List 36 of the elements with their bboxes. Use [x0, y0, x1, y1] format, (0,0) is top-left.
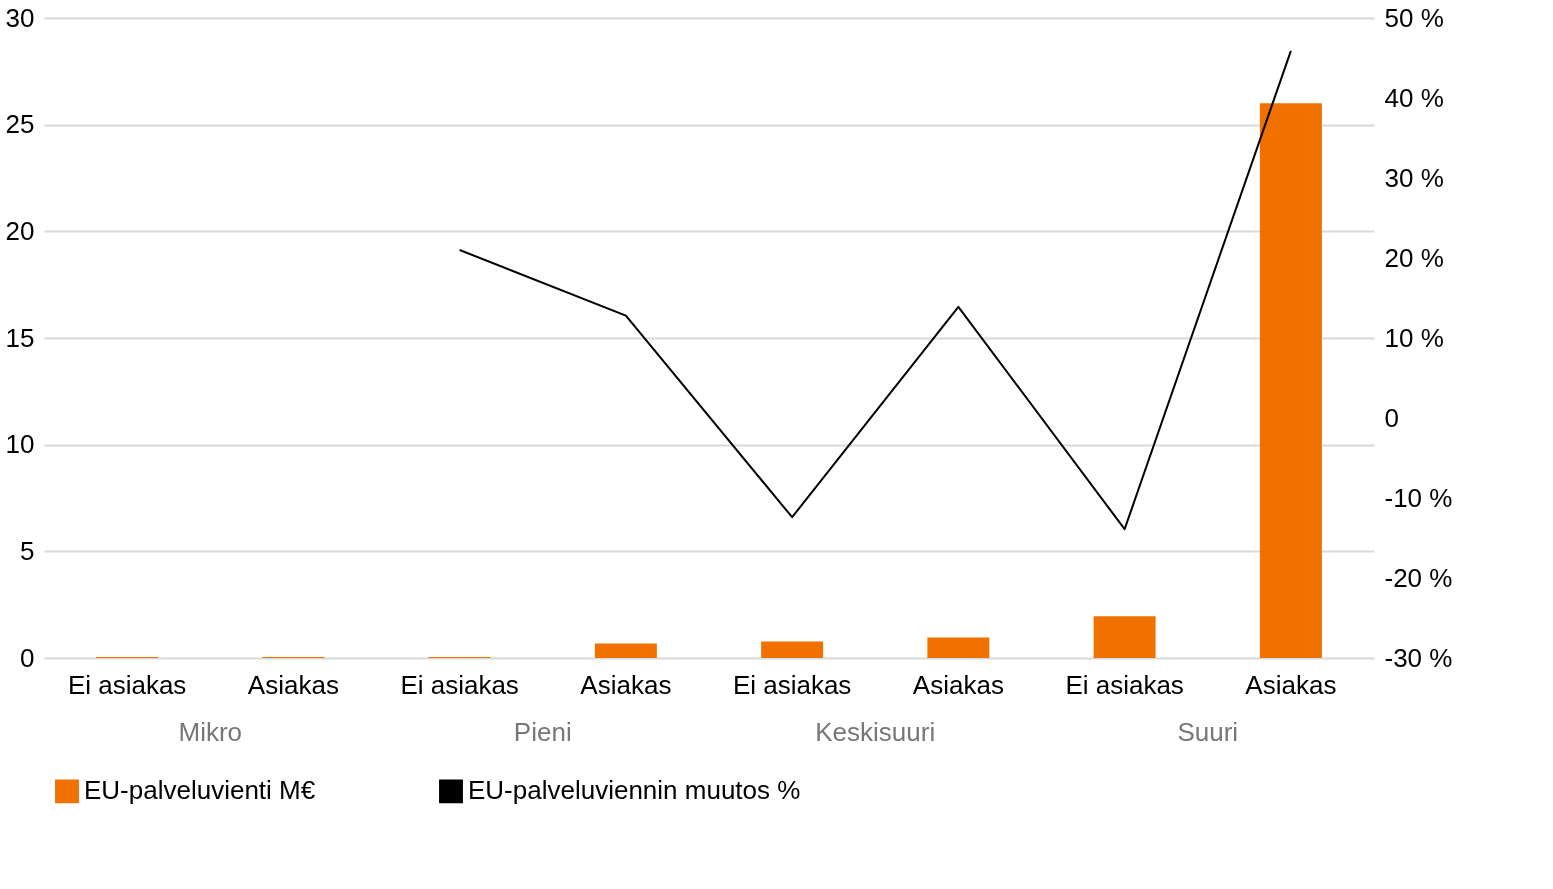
x-tick-label: Ei asiakas	[400, 669, 519, 700]
bar	[594, 643, 657, 658]
y-tick-label: 15	[5, 322, 35, 353]
y2-tick-label: 0	[1384, 402, 1399, 433]
y2-tick-label: -20 %	[1384, 562, 1453, 593]
y-tick-label: 30	[5, 2, 35, 33]
y-tick-label: 0	[20, 642, 35, 673]
y-tick-label: 5	[20, 535, 35, 566]
y-tick-label: 25	[5, 109, 35, 140]
x-tick-label: Asiakas	[580, 669, 672, 700]
bar	[1093, 616, 1156, 658]
bar	[927, 637, 990, 658]
text: Mikro	[178, 717, 243, 747]
x-tick-label: Asiakas	[247, 669, 339, 700]
y2-tick-label: 20 %	[1384, 242, 1444, 273]
y2-tick-label: -30 %	[1384, 642, 1453, 673]
x-tick-label: Asiakas	[1245, 669, 1337, 700]
text: Suuri	[1177, 717, 1239, 747]
y2-tick-label: 50 %	[1384, 2, 1444, 33]
legend-label: EU-palveluvienti M€	[84, 775, 316, 806]
y2-tick-label: 40 %	[1384, 82, 1444, 113]
x-tick-label: Ei asiakas	[67, 669, 187, 700]
line-series	[458, 49, 1292, 531]
x-tick-label: Asiakas	[912, 669, 1004, 700]
y2-tick-label: -10 %	[1384, 482, 1453, 513]
y-tick-label: 10	[5, 429, 35, 460]
y2-tick-label: 10 %	[1384, 322, 1444, 353]
bar	[761, 641, 824, 658]
x-tick-label: Ei asiakas	[732, 669, 852, 700]
bar	[1259, 103, 1322, 658]
text: Pieni	[513, 717, 572, 747]
legend-label: EU-palveluviennin muutos %	[468, 775, 801, 806]
y2-tick-label: 30 %	[1384, 162, 1444, 193]
x-tick-label: Ei asiakas	[1065, 669, 1184, 700]
text: Keskisuuri	[815, 717, 936, 747]
y-tick-label: 20	[5, 215, 35, 246]
